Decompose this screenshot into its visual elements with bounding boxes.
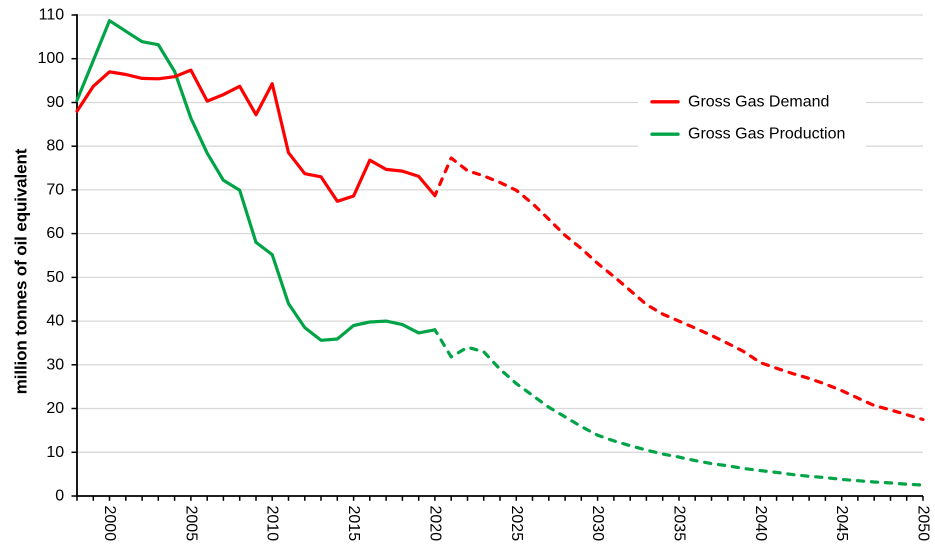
svg-text:Gross Gas Demand: Gross Gas Demand — [688, 93, 829, 110]
svg-text:0: 0 — [55, 488, 64, 505]
svg-text:2015: 2015 — [345, 506, 362, 542]
svg-text:30: 30 — [46, 356, 64, 373]
svg-text:2005: 2005 — [182, 506, 199, 542]
svg-text:60: 60 — [46, 225, 64, 242]
svg-text:90: 90 — [46, 94, 64, 111]
svg-text:2035: 2035 — [671, 506, 688, 542]
svg-text:2010: 2010 — [264, 506, 281, 542]
svg-text:2020: 2020 — [426, 506, 443, 542]
svg-text:2030: 2030 — [589, 506, 606, 542]
svg-text:50: 50 — [46, 269, 64, 286]
svg-text:10: 10 — [46, 444, 64, 461]
svg-text:million tonnes of oil equivale: million tonnes of oil equivalent — [12, 148, 31, 394]
svg-text:80: 80 — [46, 138, 64, 155]
svg-text:Gross Gas Production: Gross Gas Production — [688, 126, 845, 143]
svg-text:2050: 2050 — [915, 506, 932, 542]
svg-text:2025: 2025 — [508, 506, 525, 542]
svg-text:2045: 2045 — [833, 506, 850, 542]
svg-text:70: 70 — [46, 181, 64, 198]
svg-text:100: 100 — [37, 50, 64, 67]
svg-text:2000: 2000 — [101, 506, 118, 542]
svg-text:2040: 2040 — [752, 506, 769, 542]
svg-text:110: 110 — [39, 7, 65, 24]
svg-text:40: 40 — [46, 313, 64, 330]
svg-text:20: 20 — [46, 400, 64, 417]
